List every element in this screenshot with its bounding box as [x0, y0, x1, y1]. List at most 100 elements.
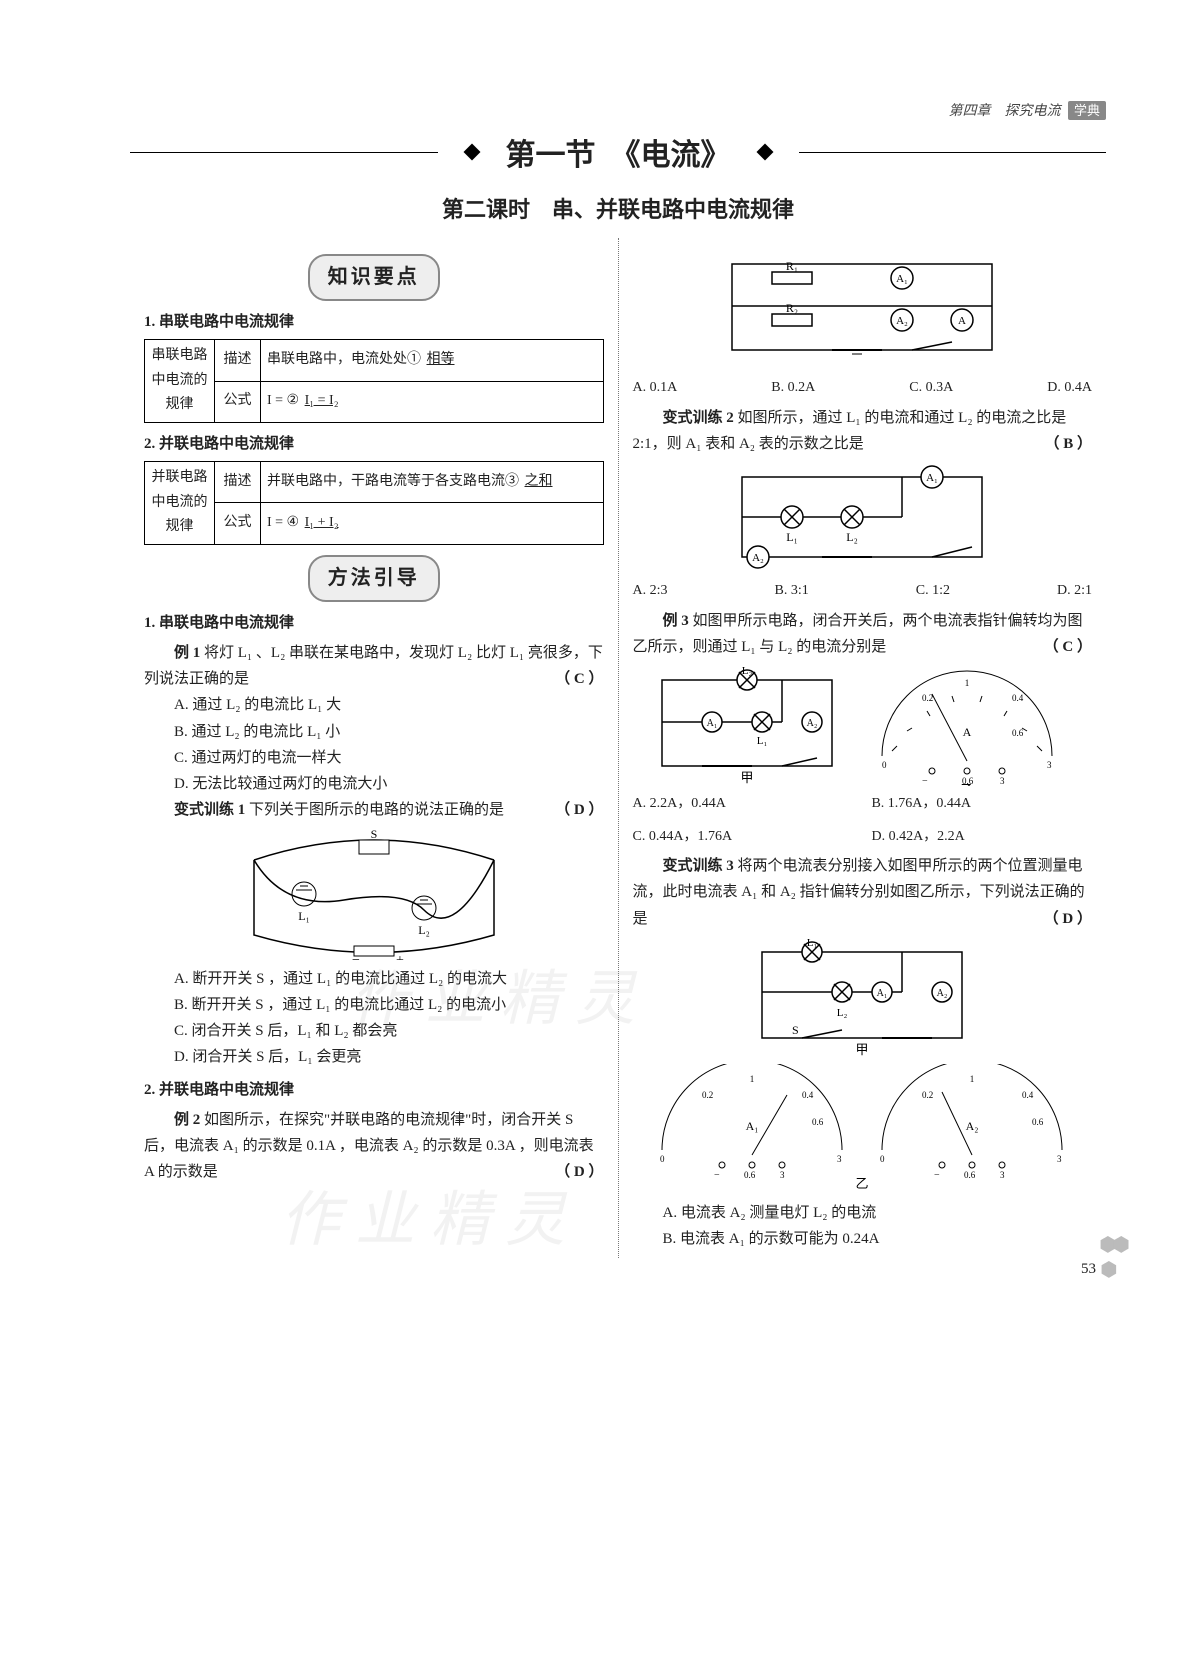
t2-rowlabel: 并联电路中电流的规律 — [145, 462, 215, 545]
hex-decoration-icon: ⬢⬢ ⬢ — [1099, 1232, 1126, 1282]
ex2-opt-d: D. 0.4A — [1047, 376, 1092, 401]
t2-desc-text: 并联电路中，干路电流等于各支路电流③ — [267, 474, 519, 489]
fig-jia: 甲 — [741, 770, 754, 785]
fig-l2b: L₂ — [846, 530, 858, 544]
t2-formula-label: 公式 — [215, 503, 261, 544]
diamond-icon — [463, 144, 480, 161]
var2-opt-d: D. 2:1 — [1057, 579, 1092, 604]
svg-text:A: A — [963, 725, 972, 739]
fig-r2: R₂ — [786, 301, 798, 315]
example-2: 例 2 如图所示，在探究"并联电路的电流规律"时，闭合开关 S 后，电流表 A₁… — [144, 1107, 604, 1186]
var3-opt-a: A. 电流表 A₂ 测量电灯 L₂ 的电流 — [633, 1200, 1093, 1226]
svg-text:1: 1 — [965, 678, 970, 688]
variant-3-figure-yi: 0 0.2 1 0.4 3 0.6 A₁ − 0.6 3 — [633, 1064, 1093, 1194]
method-h2: 2. 并联电路中电流规律 — [144, 1077, 604, 1103]
knowledge-h1: 1. 串联电路中电流规律 — [144, 309, 604, 335]
knowledge-badge: 知识要点 — [308, 254, 440, 301]
ex3-label: 例 3 — [663, 613, 689, 629]
t1-formula-label: 公式 — [215, 381, 261, 422]
t1-rowlabel: 串联电路中电流的规律 — [145, 340, 215, 423]
svg-text:A₂: A₂ — [937, 988, 948, 999]
svg-text:0.4: 0.4 — [1012, 693, 1024, 703]
t1-formula-cell: I = ② I₁ = I₂ — [261, 381, 604, 422]
example-3-figure: A₁ L₂ L₁ A₂ 甲 00.2 1 0.43 A — [633, 666, 1093, 786]
t2-formula-cell: I = ④ I₁ + I₂ — [261, 503, 604, 544]
svg-text:3: 3 — [1047, 760, 1052, 770]
ex1-label: 例 1 — [174, 645, 200, 661]
var1-text: 下列关于图所示的电路的说法正确的是 — [249, 802, 504, 818]
var3-answer: （ D ） — [1014, 906, 1092, 932]
svg-text:A₁: A₁ — [877, 988, 888, 999]
svg-text:0: 0 — [880, 1154, 885, 1164]
knowledge-h2: 2. 并联电路中电流规律 — [144, 431, 604, 457]
var2-opt-c: C. 1:2 — [916, 579, 950, 604]
svg-text:0.2: 0.2 — [922, 693, 933, 703]
svg-text:0.6: 0.6 — [964, 1170, 976, 1180]
svg-text:0.4: 0.4 — [1022, 1090, 1034, 1100]
page-header: 第四章 探究电流 学典 — [948, 100, 1106, 120]
fig-a2b: A₂ — [752, 552, 764, 564]
svg-text:3: 3 — [1057, 1154, 1062, 1164]
var1-opt-b: B. 断开开关 S ，通过 L₁ 的电流比通过 L₂ 的电流小 — [144, 992, 604, 1018]
fig-l2: L₂ — [418, 923, 430, 937]
fig-r1: R₁ — [786, 259, 798, 273]
var1-opt-d: D. 闭合开关 S 后，L₁ 会更亮 — [144, 1044, 604, 1070]
example-2-figure: R₁ R₂ A₁ A₂ A — [633, 250, 1093, 370]
ex2-opt-a: A. 0.1A — [633, 376, 678, 401]
ex2-opt-b: B. 0.2A — [771, 376, 815, 401]
var2-answer: （ B ） — [1014, 431, 1092, 457]
svg-text:0.4: 0.4 — [802, 1090, 814, 1100]
header-badge: 学典 — [1068, 101, 1106, 120]
ex2-label: 例 2 — [174, 1112, 200, 1128]
ex3-options: A. 2.2A，0.44A B. 1.76A，0.44A C. 0.44A，1.… — [633, 792, 1093, 849]
variant-2: 变式训练 2 如图所示，通过 L₁ 的电流和通过 L₂ 的电流之比是 2:1，则… — [633, 405, 1093, 458]
svg-text:−: − — [352, 953, 360, 960]
fig-l1b: L₁ — [786, 530, 798, 544]
ex1-answer: （ C ） — [525, 666, 603, 692]
t1-desc-text: 串联电路中，电流处处① — [267, 352, 421, 367]
svg-text:L₁: L₁ — [757, 735, 768, 747]
svg-text:L₁: L₁ — [807, 938, 818, 949]
svg-text:1: 1 — [750, 1074, 755, 1084]
t2-desc-blank: 之和 — [523, 474, 555, 489]
ex3-opt-c: C. 0.44A，1.76A — [633, 825, 854, 850]
svg-text:−: − — [922, 776, 928, 786]
t1-desc-label: 描述 — [215, 340, 261, 381]
example-3: 例 3 如图甲所示电路，闭合开关后，两个电流表指针偏转均为图乙所示，则通过 L₁… — [633, 608, 1093, 661]
right-column: R₁ R₂ A₁ A₂ A A. 0.1A B. 0.2A C. 0.3A D.… — [619, 238, 1107, 1258]
variant-3: 变式训练 3 将两个电流表分别接入如图甲所示的两个位置测量电流，此时电流表 A₁… — [633, 853, 1093, 932]
fig-a1: A₁ — [896, 273, 908, 285]
variant-2-figure: L₁ L₂ A₁ A₂ — [633, 463, 1093, 573]
ex1-opt-c: C. 通过两灯的电流一样大 — [144, 745, 604, 771]
svg-text:3: 3 — [1000, 1170, 1005, 1180]
svg-text:A₂: A₂ — [966, 1119, 979, 1133]
var3-label: 变式训练 3 — [663, 858, 734, 874]
ex3-answer: （ C ） — [1014, 634, 1092, 660]
ex2-options: A. 0.1A B. 0.2A C. 0.3A D. 0.4A — [633, 376, 1093, 401]
var1-opt-c: C. 闭合开关 S 后，L₁ 和 L₂ 都会亮 — [144, 1018, 604, 1044]
t1-formula-text: I = ② — [267, 393, 299, 408]
svg-text:0.2: 0.2 — [702, 1090, 713, 1100]
ex3-opt-b: B. 1.76A，0.44A — [871, 792, 1092, 817]
variant-1: 变式训练 1 下列关于图所示的电路的说法正确的是 （ D ） — [144, 797, 604, 823]
fig-s: S — [370, 830, 377, 841]
svg-text:0.6: 0.6 — [744, 1170, 756, 1180]
fig-l1: L₁ — [298, 909, 310, 923]
breadcrumb: 第四章 探究电流 — [948, 104, 1060, 119]
subtitle: 第二课时 串、并联电路中电流规律 — [130, 192, 1106, 224]
ex1-opt-a: A. 通过 L₂ 的电流比 L₁ 大 — [144, 692, 604, 718]
svg-text:A₁: A₁ — [746, 1119, 759, 1133]
svg-text:−: − — [934, 1170, 940, 1181]
ex2-answer: （ D ） — [525, 1159, 603, 1185]
method-h1: 1. 串联电路中电流规律 — [144, 610, 604, 636]
diamond-icon — [756, 144, 773, 161]
svg-text:3: 3 — [780, 1170, 785, 1180]
main-title: 第一节 《电流》 — [506, 130, 731, 174]
title-row: 第一节 《电流》 — [130, 130, 1106, 174]
ex3-opt-d: D. 0.42A，2.2A — [871, 825, 1092, 850]
fig-yi: 乙 — [961, 782, 974, 786]
var3-opt-b: B. 电流表 A₁ 的示数可能为 0.24A — [633, 1226, 1093, 1252]
left-column: 知识要点 1. 串联电路中电流规律 串联电路中电流的规律 描述 串联电路中，电流… — [130, 238, 619, 1258]
var2-label: 变式训练 2 — [663, 410, 734, 426]
ex2-opt-c: C. 0.3A — [909, 376, 953, 401]
